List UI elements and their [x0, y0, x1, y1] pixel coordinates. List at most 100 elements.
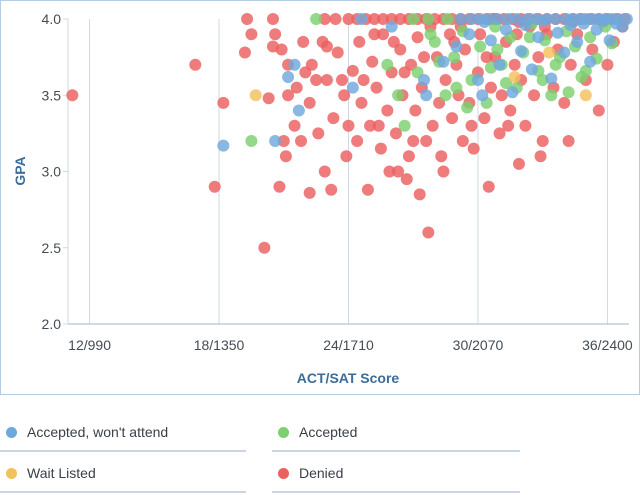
data-point-accepted[interactable]: [381, 58, 394, 71]
data-point-denied[interactable]: [474, 28, 487, 41]
data-point-accepted-won-t-attend[interactable]: [603, 34, 616, 47]
data-point-accepted-won-t-attend[interactable]: [510, 13, 523, 25]
data-point-denied[interactable]: [331, 46, 344, 59]
data-point-accepted[interactable]: [245, 135, 258, 147]
data-point-denied[interactable]: [400, 173, 413, 186]
data-point-denied[interactable]: [562, 135, 575, 147]
data-point-accepted-won-t-attend[interactable]: [450, 40, 463, 53]
data-point-denied[interactable]: [262, 92, 275, 105]
data-point-denied[interactable]: [495, 89, 508, 102]
data-point-accepted-won-t-attend[interactable]: [493, 58, 506, 71]
data-point-accepted-won-t-attend[interactable]: [500, 23, 513, 36]
data-point-accepted[interactable]: [448, 51, 461, 64]
data-point-denied[interactable]: [558, 96, 571, 109]
data-point-denied[interactable]: [377, 13, 390, 25]
data-point-accepted-won-t-attend[interactable]: [525, 63, 538, 76]
data-point-denied[interactable]: [439, 74, 452, 86]
data-point-accepted[interactable]: [461, 101, 474, 114]
data-point-wait-listed[interactable]: [508, 70, 521, 83]
data-point-accepted[interactable]: [450, 81, 463, 94]
data-point-denied[interactable]: [512, 157, 525, 170]
data-point-denied[interactable]: [340, 150, 353, 163]
data-point-denied[interactable]: [383, 165, 396, 178]
data-point-wait-listed[interactable]: [543, 46, 556, 59]
data-point-accepted-won-t-attend[interactable]: [571, 35, 584, 48]
data-point-denied[interactable]: [446, 112, 459, 125]
data-point-denied[interactable]: [320, 74, 333, 86]
data-point-denied[interactable]: [528, 89, 541, 102]
data-point-denied[interactable]: [465, 119, 478, 132]
data-point-accepted[interactable]: [500, 77, 513, 90]
data-point-denied[interactable]: [318, 13, 331, 25]
data-point-accepted-won-t-attend[interactable]: [515, 45, 528, 58]
data-point-denied[interactable]: [368, 28, 381, 41]
data-point-denied[interactable]: [282, 89, 295, 102]
data-point-denied[interactable]: [245, 28, 258, 41]
data-point-denied[interactable]: [336, 74, 349, 86]
data-point-accepted-won-t-attend[interactable]: [545, 72, 558, 85]
data-point-accepted[interactable]: [545, 89, 558, 102]
data-point-denied[interactable]: [387, 35, 400, 48]
data-point-denied[interactable]: [208, 180, 221, 193]
data-point-denied[interactable]: [467, 142, 480, 155]
data-point-accepted-won-t-attend[interactable]: [590, 23, 603, 36]
legend-item-accepted[interactable]: Accepted: [278, 416, 357, 448]
data-point-accepted-won-t-attend[interactable]: [584, 55, 597, 68]
data-point-denied[interactable]: [342, 119, 355, 132]
data-point-denied[interactable]: [502, 119, 515, 132]
data-point-denied[interactable]: [534, 150, 547, 163]
data-point-denied[interactable]: [303, 186, 316, 199]
data-point-accepted-won-t-attend[interactable]: [385, 20, 398, 33]
data-point-denied[interactable]: [351, 135, 364, 147]
data-point-denied[interactable]: [437, 165, 450, 178]
data-point-denied[interactable]: [564, 58, 577, 71]
data-point-denied[interactable]: [478, 112, 491, 125]
data-point-denied[interactable]: [217, 96, 230, 109]
data-point-denied[interactable]: [269, 28, 282, 41]
data-point-accepted-won-t-attend[interactable]: [476, 89, 489, 102]
data-point-denied[interactable]: [238, 46, 251, 59]
data-point-accepted-won-t-attend[interactable]: [465, 13, 478, 25]
data-point-denied[interactable]: [364, 119, 377, 132]
data-point-accepted[interactable]: [579, 64, 592, 77]
data-point-denied[interactable]: [426, 119, 439, 132]
data-point-wait-listed[interactable]: [249, 89, 262, 102]
data-point-accepted-won-t-attend[interactable]: [463, 28, 476, 41]
data-point-denied[interactable]: [320, 40, 333, 53]
data-point-denied[interactable]: [370, 81, 383, 94]
data-point-accepted-won-t-attend[interactable]: [269, 135, 282, 147]
data-point-accepted-won-t-attend[interactable]: [549, 13, 562, 25]
data-point-accepted-won-t-attend[interactable]: [482, 13, 495, 25]
data-point-accepted-won-t-attend[interactable]: [620, 13, 633, 25]
data-point-denied[interactable]: [407, 135, 420, 147]
data-point-accepted[interactable]: [523, 31, 536, 44]
data-point-accepted-won-t-attend[interactable]: [521, 13, 534, 25]
data-point-accepted-won-t-attend[interactable]: [282, 70, 295, 83]
data-point-accepted-won-t-attend[interactable]: [506, 86, 519, 99]
data-point-accepted[interactable]: [424, 28, 437, 41]
data-point-denied[interactable]: [484, 81, 497, 94]
data-point-denied[interactable]: [456, 135, 469, 147]
data-point-denied[interactable]: [346, 64, 359, 77]
data-point-denied[interactable]: [258, 241, 271, 254]
data-point-denied[interactable]: [409, 104, 422, 117]
data-point-denied[interactable]: [420, 135, 433, 147]
data-point-denied[interactable]: [338, 89, 351, 102]
data-point-denied[interactable]: [413, 188, 426, 201]
data-point-denied[interactable]: [372, 119, 385, 132]
data-point-accepted-won-t-attend[interactable]: [558, 46, 571, 59]
data-point-denied[interactable]: [357, 74, 370, 86]
data-point-denied[interactable]: [519, 119, 532, 132]
data-point-denied[interactable]: [312, 127, 325, 140]
data-point-denied[interactable]: [329, 13, 342, 25]
data-point-accepted[interactable]: [398, 119, 411, 132]
data-point-denied[interactable]: [290, 81, 303, 94]
data-point-denied[interactable]: [66, 89, 79, 102]
data-point-accepted-won-t-attend[interactable]: [474, 13, 487, 25]
data-point-accepted[interactable]: [474, 40, 487, 53]
data-point-denied[interactable]: [504, 104, 517, 117]
data-point-denied[interactable]: [318, 165, 331, 178]
data-point-denied[interactable]: [288, 119, 301, 132]
data-point-denied[interactable]: [241, 13, 254, 25]
data-point-accepted-won-t-attend[interactable]: [491, 13, 504, 25]
